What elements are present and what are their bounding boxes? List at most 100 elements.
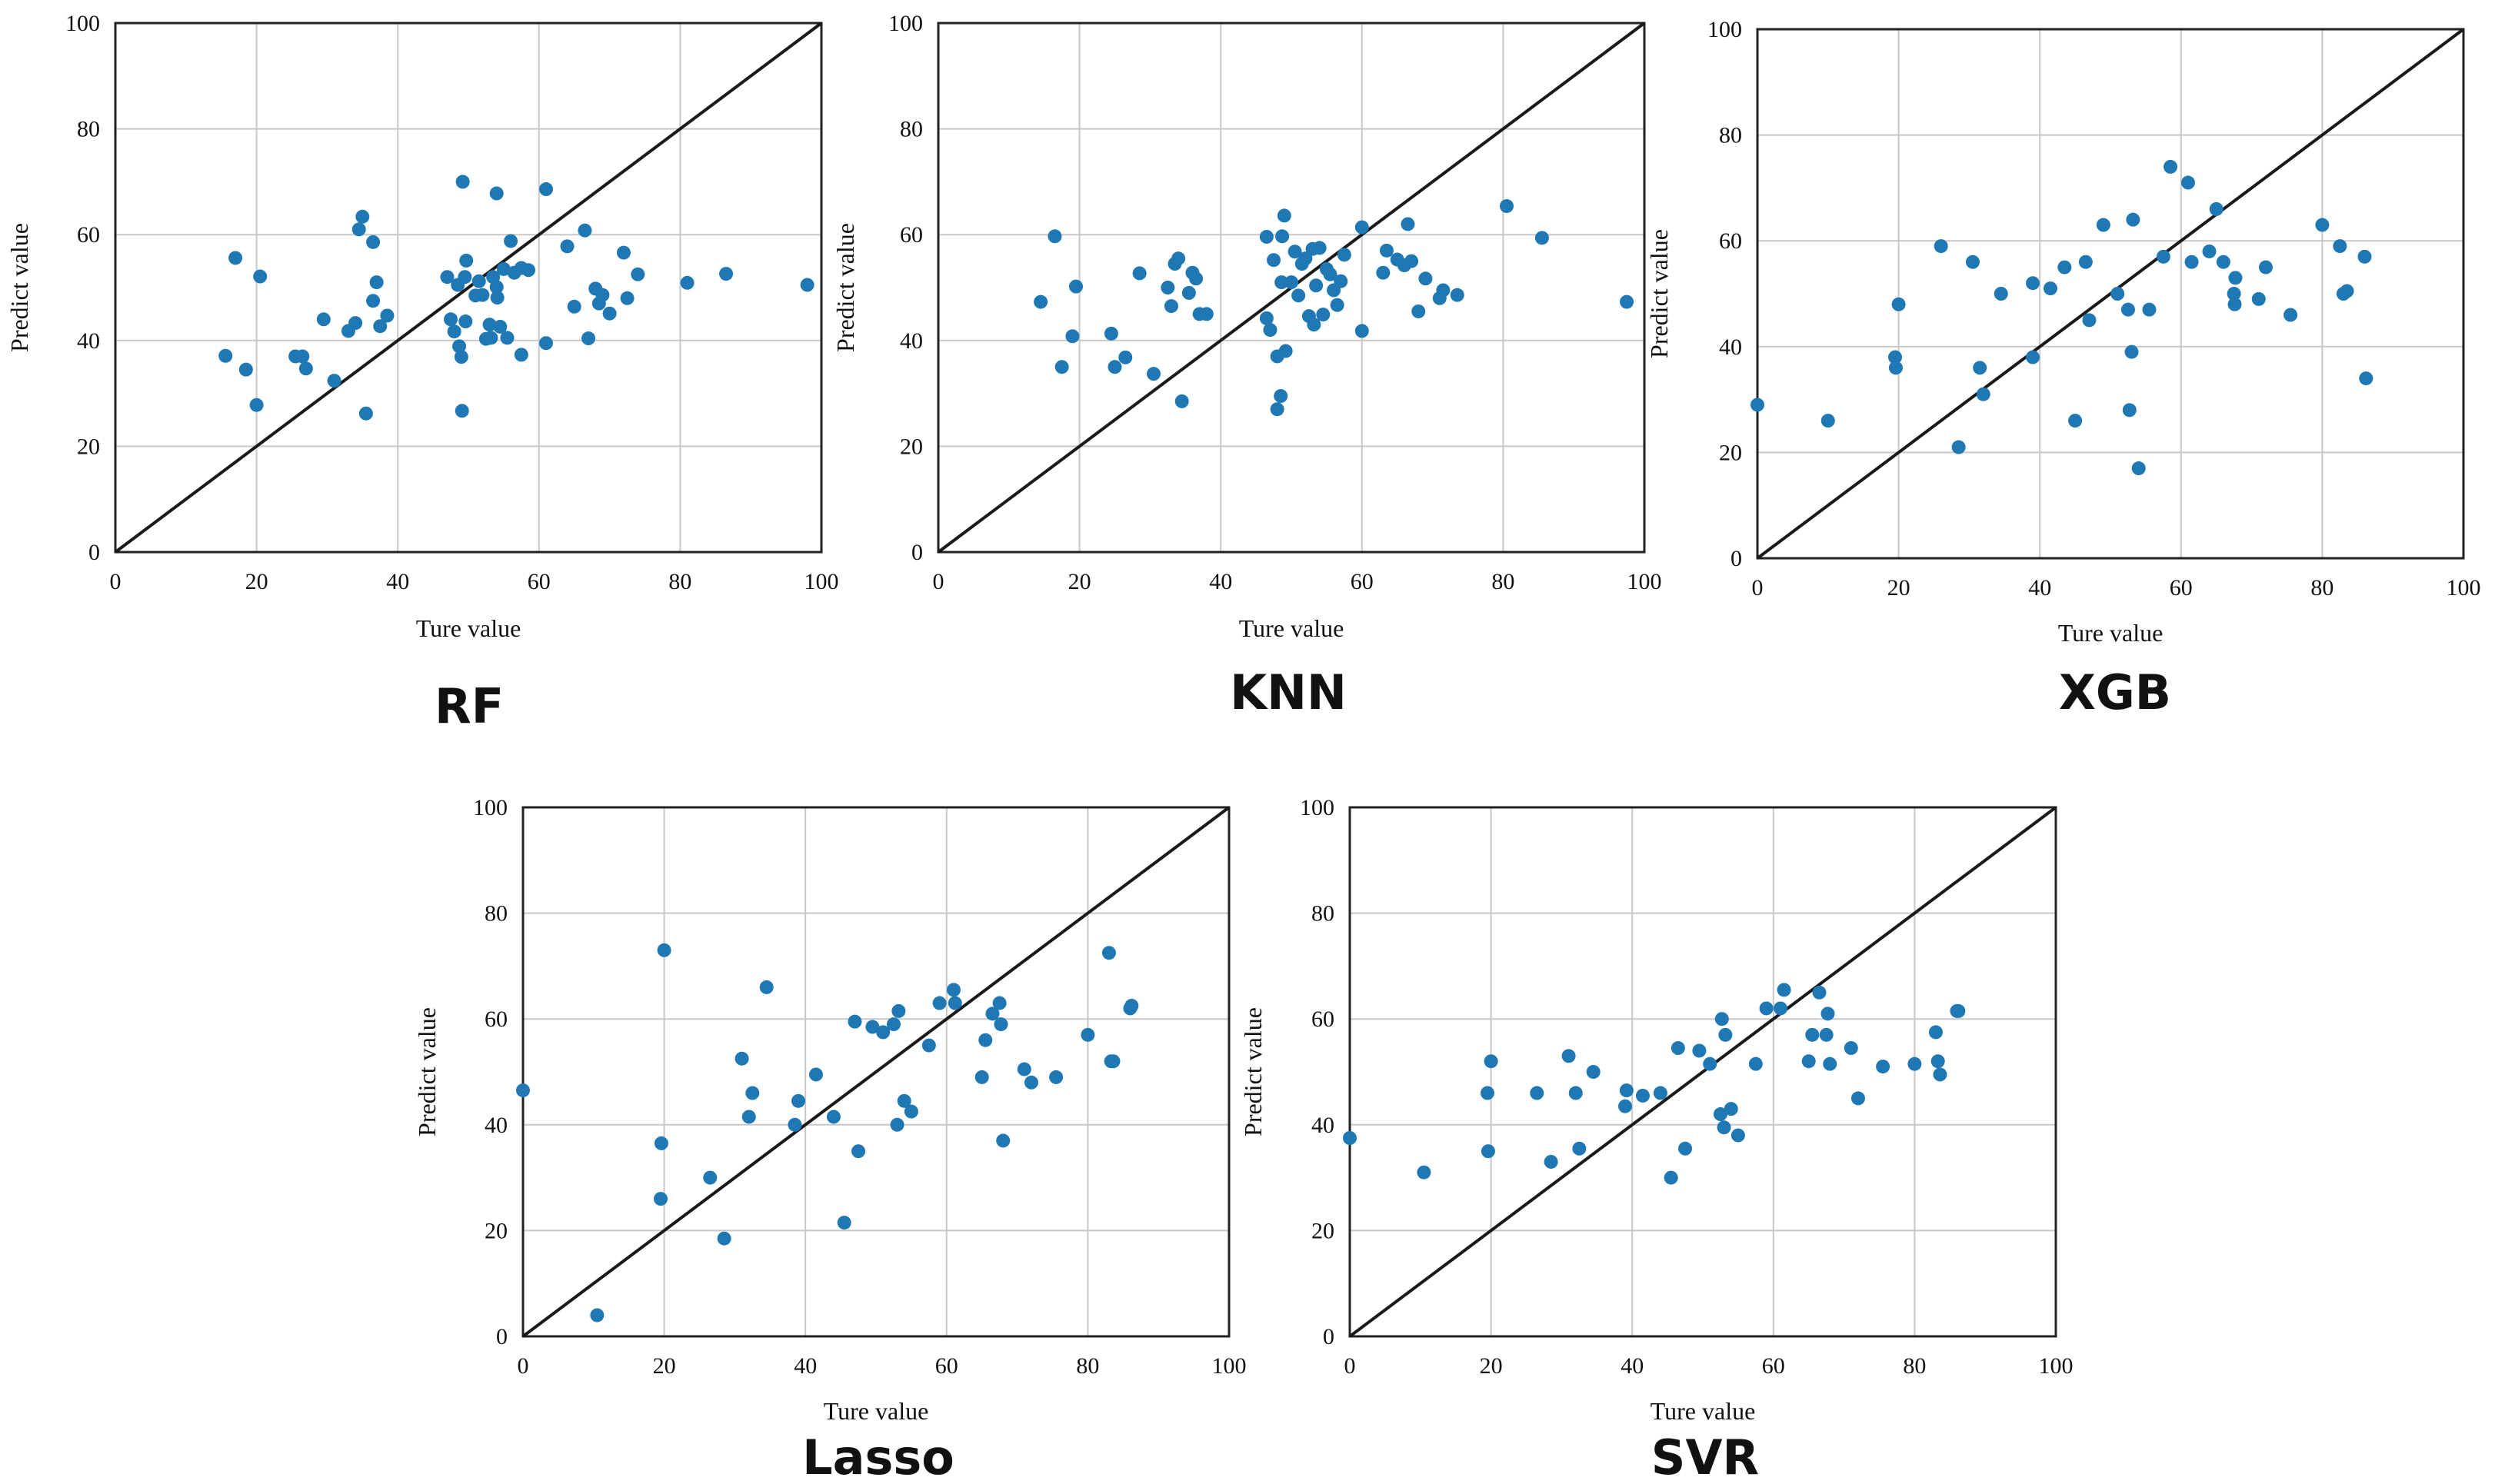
data-point	[471, 274, 486, 288]
x-tick-label: 100	[804, 569, 839, 594]
data-point	[2026, 276, 2040, 291]
data-point	[897, 1093, 911, 1108]
x-tick-label: 0	[110, 569, 122, 594]
data-point	[2227, 287, 2241, 301]
reference-line	[1348, 806, 2057, 1338]
data-point	[500, 331, 515, 345]
data-point	[1530, 1086, 1544, 1100]
x-tick-label: 100	[1212, 1353, 1247, 1379]
data-point	[2078, 255, 2093, 269]
data-point	[890, 1117, 904, 1132]
data-point	[1619, 1083, 1634, 1098]
data-point	[490, 291, 505, 305]
data-point	[348, 316, 363, 331]
data-point	[1118, 350, 1133, 364]
data-point	[1534, 231, 1549, 245]
plot-frame	[937, 22, 1646, 554]
data-point	[447, 324, 461, 339]
data-point	[946, 983, 961, 997]
y-tick-label: 80	[1719, 123, 1742, 148]
data-point	[2096, 218, 2110, 232]
y-tick-label: 60	[77, 222, 100, 248]
data-point	[1572, 1141, 1587, 1156]
data-point	[851, 1144, 866, 1159]
data-point	[1671, 1041, 1685, 1056]
data-point	[455, 175, 470, 189]
data-point	[680, 275, 695, 290]
x-tick-label: 100	[2039, 1353, 2074, 1379]
y-tick-label: 100	[1300, 795, 1334, 820]
data-point	[1748, 1056, 1763, 1071]
data-point	[948, 996, 962, 1010]
x-tick-label: 0	[1344, 1353, 1356, 1379]
data-point	[616, 245, 631, 260]
data-point	[2180, 175, 2195, 190]
data-point	[1069, 279, 1084, 294]
chart-xgb: 0 20 40 60 80 100 0 20 40 60 80 100 Ture value Predic…	[1645, 17, 2481, 720]
x-axis-label: Ture value	[824, 1397, 929, 1425]
reference-line	[114, 22, 823, 554]
x-tick-label: 0	[933, 569, 944, 594]
data-point	[1146, 367, 1161, 381]
data-point	[516, 1083, 530, 1098]
data-point	[489, 186, 504, 201]
data-point	[2142, 302, 2157, 317]
data-point	[2315, 218, 2330, 232]
data-point	[1189, 271, 1204, 286]
data-point	[1620, 294, 1634, 309]
data-point	[458, 270, 472, 284]
x-tick-label: 40	[794, 1353, 817, 1379]
data-point	[1417, 1165, 1431, 1180]
data-point	[1714, 1012, 1729, 1026]
data-point	[444, 312, 458, 327]
data-point	[1379, 243, 1394, 258]
y-tick-label: 20	[900, 434, 923, 459]
data-point	[1801, 1054, 1816, 1069]
data-point	[735, 1051, 749, 1066]
data-point	[1017, 1062, 1031, 1076]
data-point	[826, 1110, 841, 1124]
data-point	[1888, 350, 1903, 364]
data-point	[1934, 239, 1948, 254]
plot-frame	[1756, 28, 2465, 560]
y-tick-label: 0	[1731, 546, 1742, 571]
data-point	[904, 1104, 918, 1119]
y-tick-label: 20	[485, 1218, 508, 1243]
data-point	[238, 362, 253, 377]
x-tick-label: 80	[1903, 1353, 1926, 1379]
data-point	[475, 288, 490, 302]
data-point	[1401, 217, 1415, 231]
data-point	[1418, 271, 1433, 286]
data-point	[1330, 298, 1344, 312]
data-point	[992, 996, 1007, 1010]
data-point	[2333, 239, 2347, 254]
data-point	[538, 182, 553, 197]
x-tick-label: 40	[386, 569, 409, 594]
y-tick-label: 100	[473, 795, 508, 820]
x-tick-label: 20	[1480, 1353, 1503, 1379]
y-axis-label: Predict value	[1645, 229, 1673, 358]
data-point	[484, 331, 498, 345]
data-point	[1891, 297, 1906, 311]
data-point	[1054, 360, 1069, 374]
data-point	[1717, 1120, 1731, 1135]
x-tick-label: 60	[528, 569, 551, 594]
data-point	[351, 222, 366, 237]
data-point	[358, 406, 373, 421]
data-point	[1106, 1054, 1121, 1069]
data-point	[1171, 251, 1186, 266]
data-point	[932, 996, 947, 1010]
data-point	[1124, 999, 1139, 1013]
data-point	[1309, 278, 1324, 293]
data-point	[876, 1025, 891, 1040]
data-point	[985, 1007, 1000, 1021]
data-point	[2131, 461, 2146, 476]
data-point	[1101, 946, 1116, 960]
data-point	[741, 1110, 756, 1124]
y-tick-label: 40	[77, 328, 100, 354]
data-point	[717, 1231, 731, 1246]
data-point	[1820, 414, 1835, 428]
data-point	[1544, 1154, 1558, 1169]
data-point	[578, 223, 592, 238]
data-point	[800, 278, 814, 292]
